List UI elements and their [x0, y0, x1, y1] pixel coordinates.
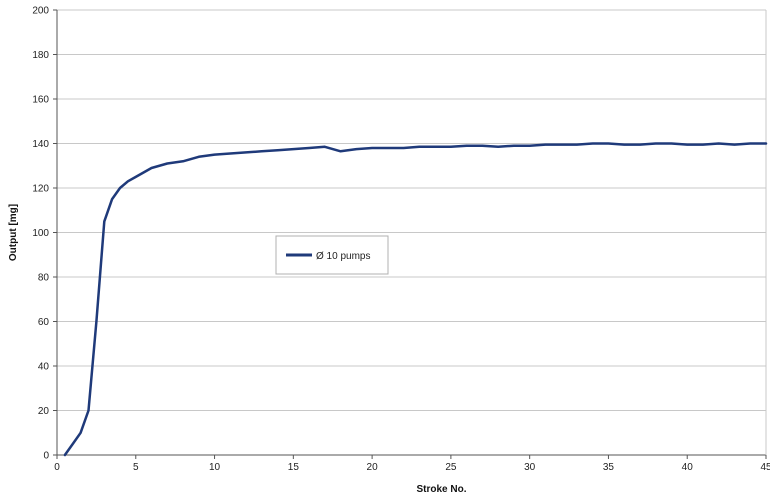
y-tick-label: 120 — [32, 184, 49, 195]
x-tick-label: 40 — [682, 462, 694, 473]
y-tick-label: 160 — [32, 95, 49, 106]
y-tick-label: 60 — [38, 317, 50, 328]
series-layer — [63, 142, 768, 457]
y-tick-label: 140 — [32, 139, 49, 150]
y-tick-label: 100 — [32, 228, 49, 239]
y-tick-label: 20 — [38, 406, 50, 417]
y-tick-label: 40 — [38, 362, 50, 373]
x-axis-title: Stroke No. — [416, 484, 466, 495]
x-tick-labels: 0 5 10 15 20 25 30 35 40 45 — [54, 462, 770, 473]
x-tick-label: 10 — [209, 462, 221, 473]
axes — [53, 9, 767, 459]
y-tick-label: 0 — [43, 451, 49, 462]
y-axis-title: Output [mg] — [8, 204, 19, 261]
y-tick-label: 180 — [32, 50, 49, 61]
x-tick-label: 30 — [524, 462, 536, 473]
legend-label: Ø 10 pumps — [316, 251, 370, 262]
x-tick-label: 35 — [603, 462, 615, 473]
x-tick-label: 45 — [760, 462, 770, 473]
x-tick-label: 25 — [445, 462, 457, 473]
x-tick-label: 20 — [367, 462, 379, 473]
y-tick-label: 200 — [32, 6, 49, 17]
gridlines — [57, 9, 766, 456]
x-tick-label: 0 — [54, 462, 60, 473]
x-tick-label: 5 — [133, 462, 139, 473]
x-tick-label: 15 — [288, 462, 300, 473]
y-tick-label: 80 — [38, 273, 50, 284]
y-tick-labels: 0 20 40 60 80 100 120 140 160 180 200 — [32, 6, 49, 462]
legend: Ø 10 pumps — [275, 235, 389, 275]
series-line — [63, 142, 768, 457]
